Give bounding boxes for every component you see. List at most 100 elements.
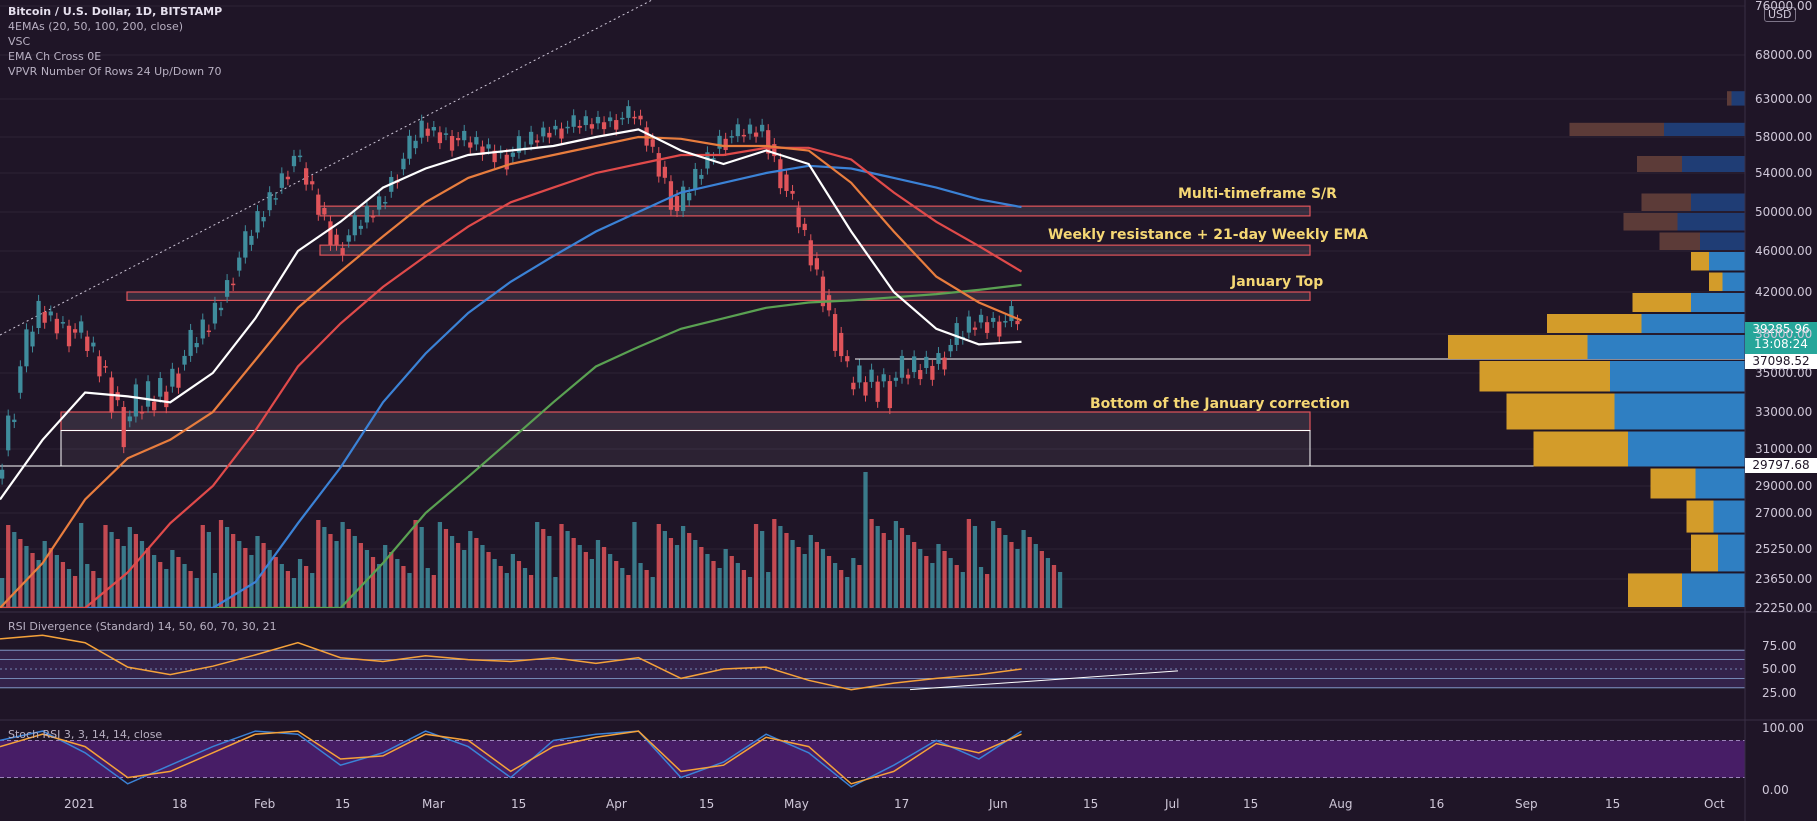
candle-body xyxy=(480,146,485,155)
candle-body xyxy=(535,140,540,143)
candle-body xyxy=(407,135,412,159)
candle-body xyxy=(839,332,844,357)
sr-zone xyxy=(126,291,1311,301)
volume-bar xyxy=(474,538,479,608)
volume-bar xyxy=(316,520,321,608)
volume-bar xyxy=(918,549,923,608)
volume-bar xyxy=(760,531,765,608)
volume-profile-down xyxy=(1623,213,1678,231)
volume-bar xyxy=(626,575,631,608)
candle-body xyxy=(984,322,990,333)
volume-bar xyxy=(936,544,941,608)
y-tick-label: 22250.00 xyxy=(1755,601,1813,615)
candle-body xyxy=(121,406,126,448)
candle-body xyxy=(462,130,467,141)
volume-bar xyxy=(845,577,850,608)
candle-body xyxy=(863,382,868,396)
volume-bar xyxy=(389,552,394,608)
volume-bar xyxy=(735,563,740,608)
volume-bar xyxy=(346,529,351,608)
candle-body xyxy=(893,377,899,381)
volume-profile-up xyxy=(1628,431,1745,467)
volume-bar xyxy=(966,519,971,608)
zone-label-january-top: January Top xyxy=(1231,274,1324,290)
y-tick-label: 25250.00 xyxy=(1755,542,1813,556)
candle-body xyxy=(206,330,211,333)
volume-bar xyxy=(376,564,382,608)
volume-profile-up xyxy=(1731,91,1745,106)
candle-body xyxy=(164,391,169,408)
candle-body xyxy=(133,384,139,417)
volume-bar xyxy=(443,529,449,608)
candle-body xyxy=(54,318,59,334)
volume-bar xyxy=(796,547,801,608)
volume-bar xyxy=(680,526,686,608)
candle-body xyxy=(687,192,692,201)
y-tick-label: 76000.00 xyxy=(1755,0,1813,13)
volume-bar xyxy=(1021,530,1026,608)
candle-body xyxy=(924,356,929,368)
candle-body xyxy=(194,343,199,348)
ema200-line xyxy=(0,164,1022,608)
volume-bar xyxy=(224,527,230,608)
volume-profile-up xyxy=(1722,272,1745,291)
candle-body xyxy=(778,159,783,189)
currency-badge[interactable]: USD xyxy=(1764,7,1796,22)
candle-body xyxy=(218,307,224,311)
candle-body xyxy=(145,381,151,407)
volume-bar xyxy=(991,521,996,608)
candle-body xyxy=(608,117,613,122)
x-tick-label: Sep xyxy=(1515,797,1538,811)
candle-body xyxy=(729,136,734,138)
volume-profile-up xyxy=(1709,252,1745,271)
volume-bar xyxy=(984,574,990,608)
x-tick-label: 15 xyxy=(1243,797,1259,811)
volume-bar xyxy=(103,525,108,608)
volume-bar xyxy=(577,545,582,608)
sr-zone xyxy=(319,244,1311,256)
candle-body xyxy=(875,381,880,402)
volume-bar xyxy=(72,576,78,608)
volume-bar xyxy=(218,520,224,608)
volume-bar xyxy=(1015,549,1020,608)
candle-body xyxy=(328,221,333,245)
candle-body xyxy=(936,353,941,364)
volume-bar xyxy=(1009,542,1014,608)
candle-body xyxy=(376,196,382,210)
candle-body xyxy=(620,117,625,120)
volume-bar xyxy=(851,558,856,608)
y-tick-label: 50000.00 xyxy=(1755,205,1813,219)
candle-body xyxy=(796,207,801,228)
candle-body xyxy=(942,357,947,370)
candle-body xyxy=(905,374,911,379)
volume-bar xyxy=(304,566,309,608)
volume-bar xyxy=(30,553,35,608)
candle-body xyxy=(79,321,84,333)
volume-profile-down xyxy=(1479,361,1610,392)
volume-bar xyxy=(170,550,175,608)
x-tick-label: Apr xyxy=(606,797,627,811)
candle-body xyxy=(680,186,686,212)
candle-body xyxy=(930,365,935,380)
candle-body xyxy=(18,366,23,393)
candle-body xyxy=(705,152,710,169)
y-tick-label: 27000.00 xyxy=(1755,506,1813,520)
candle-body xyxy=(583,116,588,126)
candle-body xyxy=(24,329,29,367)
x-tick-label: 15 xyxy=(1605,797,1621,811)
volume-bar xyxy=(176,557,181,608)
y-tick-label: 33000.00 xyxy=(1755,405,1813,419)
candle-body xyxy=(449,136,455,151)
volume-bar xyxy=(535,522,540,608)
candle-body xyxy=(364,205,370,223)
candle-body xyxy=(370,216,376,218)
volume-bar xyxy=(753,524,759,608)
volume-bar xyxy=(608,554,613,608)
volume-bar xyxy=(188,571,193,608)
volume-bar xyxy=(869,519,874,608)
volume-bar xyxy=(589,559,595,608)
volume-profile-down xyxy=(1641,193,1691,211)
y-tick-label: 38000.00 xyxy=(1755,327,1813,341)
candle-body xyxy=(322,207,327,215)
volume-bar xyxy=(1039,551,1044,608)
